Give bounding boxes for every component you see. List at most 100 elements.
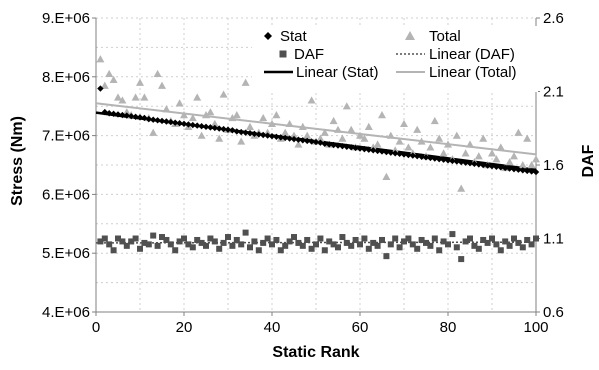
- point-stat: [145, 115, 152, 123]
- point-total: [395, 137, 404, 145]
- point-daf: [269, 241, 275, 248]
- point-stat: [330, 141, 337, 149]
- point-daf: [335, 244, 341, 251]
- point-daf: [233, 236, 240, 243]
- point-daf: [211, 238, 218, 245]
- point-total: [320, 128, 329, 136]
- point-stat: [409, 152, 416, 159]
- point-total: [373, 140, 382, 148]
- point-daf: [167, 241, 174, 248]
- point-stat: [484, 162, 491, 169]
- point-total: [532, 155, 540, 163]
- point-total: [523, 134, 532, 142]
- point-stat: [321, 140, 328, 148]
- point-daf: [282, 242, 289, 249]
- point-stat: [440, 156, 447, 163]
- point-total: [109, 75, 118, 83]
- y2-tick-label: 2.6: [543, 10, 564, 27]
- point-stat: [383, 148, 390, 156]
- y2-axis-title: DAF: [580, 144, 597, 177]
- point-stat: [488, 162, 496, 170]
- point-daf: [475, 245, 482, 252]
- point-total: [430, 116, 439, 125]
- point-daf: [343, 239, 350, 246]
- point-stat: [502, 164, 509, 172]
- y-axis-title: Stress (Nm): [9, 116, 26, 206]
- point-stat: [528, 168, 535, 175]
- point-stat: [290, 135, 298, 143]
- x-tick-label: 20: [176, 319, 193, 336]
- point-total: [228, 113, 237, 122]
- point-daf: [409, 241, 416, 248]
- point-total: [232, 111, 241, 119]
- point-total: [158, 81, 166, 89]
- point-daf: [115, 235, 121, 242]
- point-daf: [304, 236, 311, 243]
- point-stat: [356, 145, 364, 152]
- y-tick-label: 9.E+06: [42, 10, 90, 27]
- point-stat: [449, 157, 456, 165]
- point-total: [122, 108, 131, 116]
- point-daf: [291, 234, 297, 241]
- point-daf: [365, 245, 372, 252]
- point-stat: [238, 128, 245, 136]
- legend-item-linear-stat: Linear (Stat): [264, 64, 379, 81]
- point-total: [334, 125, 342, 133]
- point-daf: [471, 242, 478, 249]
- point-stat: [493, 163, 500, 170]
- point-stat: [110, 110, 117, 118]
- point-daf: [511, 235, 517, 242]
- legend-label-total: Total: [429, 28, 461, 45]
- point-total: [474, 152, 483, 160]
- y2-tick-label: 1.6: [543, 157, 564, 174]
- point-total: [303, 131, 312, 139]
- point-daf: [449, 231, 456, 238]
- point-total: [114, 93, 122, 101]
- point-stat: [436, 155, 443, 163]
- point-daf: [392, 235, 399, 242]
- legend-item-total: Total: [405, 28, 461, 45]
- point-stat: [141, 114, 148, 122]
- point-stat: [136, 114, 144, 121]
- point-total: [263, 128, 272, 136]
- point-daf: [519, 244, 526, 251]
- point-stat: [255, 131, 262, 138]
- point-daf: [313, 241, 319, 248]
- y-tick-label: 7.E+06: [42, 128, 90, 145]
- point-daf: [493, 241, 500, 248]
- point-daf: [154, 242, 161, 249]
- point-daf: [414, 245, 421, 252]
- point-total: [285, 119, 294, 128]
- point-total: [219, 90, 228, 98]
- point-stat: [172, 119, 179, 126]
- point-total: [307, 96, 316, 104]
- point-stat: [246, 130, 254, 137]
- point-daf: [203, 242, 209, 249]
- tick-labels: 0 20 40 60 80 100 4.E+06 5.E+06 6.E+06 7.E+06 8.E+…: [42, 10, 564, 336]
- point-total: [364, 122, 373, 130]
- point-total: [298, 122, 307, 130]
- point-daf: [480, 236, 487, 243]
- point-daf: [370, 239, 377, 246]
- point-total: [193, 93, 202, 101]
- point-total: [153, 69, 162, 78]
- point-total: [347, 125, 356, 133]
- point-stat: [233, 128, 240, 135]
- point-daf: [321, 247, 328, 254]
- point-daf: [418, 236, 425, 243]
- point-daf: [401, 238, 407, 245]
- point-stat: [374, 147, 381, 155]
- point-stat: [97, 85, 104, 92]
- point-total: [118, 96, 127, 104]
- point-daf: [255, 247, 262, 254]
- point-daf: [440, 238, 447, 245]
- legend-background: [252, 26, 538, 92]
- point-stat: [220, 125, 227, 133]
- point-total: [435, 134, 444, 142]
- point-daf: [128, 238, 135, 245]
- point-total: [246, 122, 254, 130]
- point-stat: [106, 110, 113, 117]
- point-daf: [216, 245, 223, 252]
- point-total: [162, 105, 171, 113]
